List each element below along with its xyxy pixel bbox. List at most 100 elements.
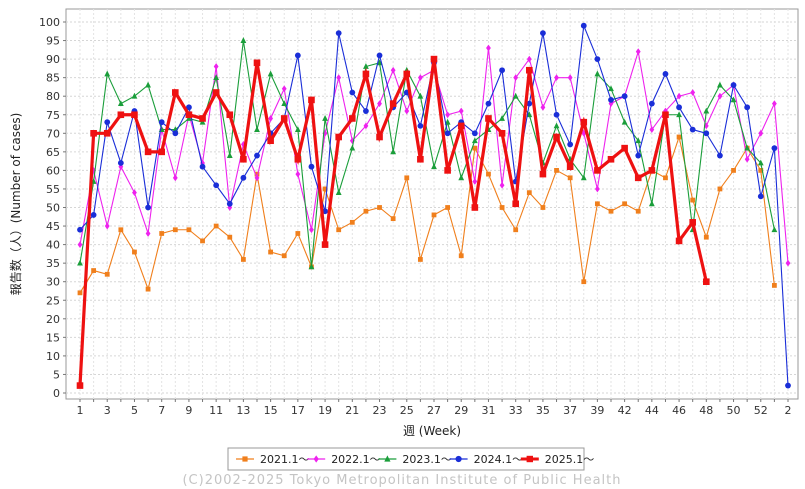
data-point (104, 70, 111, 77)
x-axis-title: 週 (Week) (403, 424, 461, 438)
x-tick-label: 9 (185, 404, 192, 417)
data-point (404, 175, 410, 181)
data-point (200, 159, 205, 167)
data-point (321, 241, 329, 248)
data-point (335, 30, 342, 37)
data-point (608, 97, 614, 103)
data-point (472, 178, 478, 185)
data-point (621, 93, 628, 100)
data-point (526, 111, 533, 118)
data-point (404, 107, 410, 115)
data-point (240, 174, 247, 181)
data-point (240, 141, 246, 148)
data-point (281, 253, 287, 259)
data-point (553, 133, 560, 141)
data-point (486, 171, 491, 177)
data-point (785, 259, 791, 267)
data-point (103, 130, 111, 137)
data-point (730, 96, 737, 103)
data-point (758, 168, 764, 173)
data-point (417, 257, 423, 262)
data-point (757, 159, 764, 166)
series-line (773, 148, 789, 386)
data-point (730, 82, 737, 88)
x-tick-label: 17 (291, 404, 305, 417)
data-point (445, 111, 451, 119)
data-point (526, 100, 533, 107)
y-tick-label: 75 (46, 109, 60, 122)
data-point (145, 286, 151, 292)
data-point (594, 167, 601, 174)
data-point (690, 89, 696, 96)
data-point (554, 168, 559, 173)
data-point (131, 111, 138, 119)
series-tail (785, 382, 791, 389)
data-point (431, 163, 437, 170)
data-point (635, 152, 642, 159)
data-point (458, 174, 465, 181)
data-point (104, 119, 111, 126)
data-point (635, 137, 642, 144)
data-point (471, 137, 478, 144)
y-tick-label: 80 (46, 90, 60, 103)
data-point (322, 186, 328, 192)
legend-item: 2024.1〜 (449, 453, 523, 466)
data-point (308, 96, 315, 104)
data-point (675, 237, 683, 245)
x-tick-label: 42 (618, 404, 632, 417)
data-point (77, 290, 83, 296)
legend-marker (526, 455, 533, 463)
data-point (336, 74, 342, 82)
data-point (458, 253, 464, 259)
data-point (377, 205, 382, 210)
data-point (77, 241, 83, 248)
y-tick-label: 70 (46, 127, 60, 140)
data-point (117, 111, 125, 119)
data-point (186, 104, 192, 111)
data-point (77, 226, 83, 233)
data-point (117, 160, 124, 166)
data-point (444, 130, 451, 137)
data-point (703, 130, 710, 137)
data-point (471, 204, 479, 211)
legend-item: 2023.1〜 (378, 453, 452, 466)
data-point (417, 155, 424, 163)
data-point (553, 111, 560, 118)
data-point (486, 44, 491, 52)
x-tick-label: 2 (785, 404, 792, 417)
x-tick-label: 15 (264, 404, 278, 417)
data-point (254, 171, 260, 177)
data-point (77, 259, 83, 266)
data-point (703, 234, 709, 240)
data-point (445, 205, 451, 210)
series-20211 (77, 134, 777, 296)
data-point (567, 74, 573, 82)
data-point (417, 74, 423, 82)
data-point (594, 201, 600, 207)
data-point (662, 71, 669, 77)
x-tick-label: 7 (158, 404, 165, 417)
data-point (648, 100, 655, 107)
data-point (226, 152, 233, 158)
data-point (566, 163, 574, 170)
data-point (485, 100, 492, 107)
data-point (580, 22, 587, 29)
y-tick-label: 10 (46, 350, 60, 363)
data-point (281, 85, 287, 93)
data-point (621, 144, 628, 152)
credit-text: (C)2002-2025 Tokyo Metropolitan Institut… (182, 473, 621, 488)
data-point (539, 170, 547, 178)
data-point (458, 107, 464, 115)
data-point (294, 126, 301, 132)
data-point (118, 227, 124, 233)
x-tick-label: 29 (454, 404, 468, 417)
data-point (376, 133, 383, 141)
data-point (594, 185, 600, 193)
data-point (376, 59, 383, 66)
data-point (91, 268, 97, 273)
data-point (267, 70, 274, 77)
data-point (676, 104, 682, 111)
data-point (349, 219, 355, 225)
data-point (608, 85, 614, 92)
